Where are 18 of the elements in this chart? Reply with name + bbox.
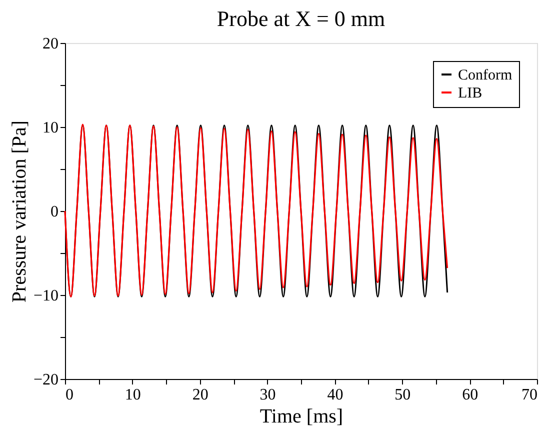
x-tick-label: 50 (394, 386, 411, 404)
y-tick-label: −10 (33, 288, 58, 304)
y-tick-label: 20 (42, 36, 58, 52)
x-tick-label: 60 (462, 386, 478, 404)
legend-label: LIB (458, 86, 482, 102)
x-tick-label: 0 (66, 386, 74, 404)
x-axis-title: Time [ms] (260, 406, 344, 428)
legend-label: Conform (458, 68, 512, 84)
y-tick-label: 10 (42, 120, 58, 136)
x-tick-label: 70 (522, 386, 538, 404)
y-tick-label: −20 (33, 372, 58, 388)
chart-title: Probe at X = 0 mm (216, 6, 386, 31)
x-tick-label: 20 (192, 386, 208, 404)
x-tick-label: 10 (124, 386, 141, 404)
y-axis-title: Pressure variation [Pa] (8, 120, 30, 303)
x-tick-label: 40 (327, 386, 344, 404)
y-tick-label: 0 (50, 204, 58, 220)
x-tick-label: 30 (260, 386, 276, 404)
